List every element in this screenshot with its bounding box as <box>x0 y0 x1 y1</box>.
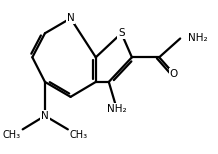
Text: NH₂: NH₂ <box>107 104 127 114</box>
Text: N: N <box>41 111 49 121</box>
Text: CH₃: CH₃ <box>2 130 20 140</box>
Text: O: O <box>170 69 178 79</box>
Text: N: N <box>67 13 74 23</box>
Text: NH₂: NH₂ <box>187 33 207 43</box>
Text: S: S <box>118 28 125 38</box>
Text: CH₃: CH₃ <box>70 130 88 140</box>
